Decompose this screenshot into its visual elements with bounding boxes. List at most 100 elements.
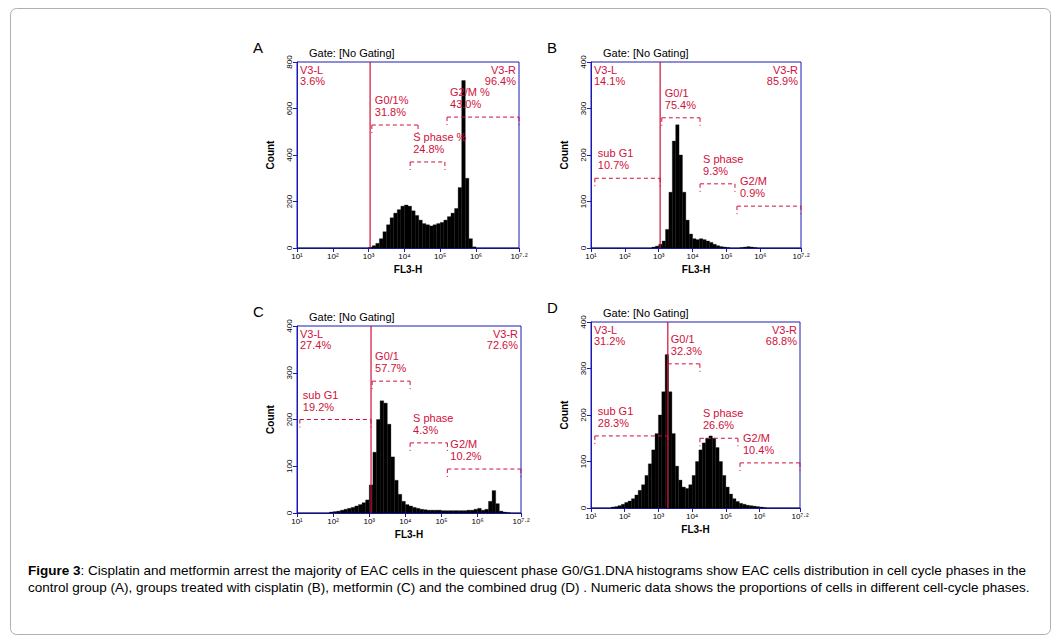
svg-text:14.1%: 14.1%	[594, 75, 625, 87]
svg-text:A: A	[253, 39, 263, 56]
svg-text:300: 300	[579, 361, 588, 375]
svg-text:Count: Count	[559, 140, 570, 170]
svg-text:0: 0	[579, 505, 588, 510]
svg-text:72.6%: 72.6%	[487, 339, 518, 351]
svg-text:D: D	[547, 299, 558, 316]
svg-text:10.4%: 10.4%	[743, 444, 774, 456]
svg-text:300: 300	[285, 366, 294, 380]
svg-text:400: 400	[285, 319, 294, 333]
svg-text:S phase: S phase	[413, 412, 453, 424]
svg-text:200: 200	[579, 148, 588, 162]
svg-text:G0/1%: G0/1%	[375, 94, 409, 106]
svg-text:Count: Count	[265, 140, 276, 170]
svg-text:0: 0	[285, 510, 294, 515]
svg-text:200: 200	[579, 408, 588, 422]
svg-text:Count: Count	[559, 400, 570, 430]
svg-text:S phase %: S phase %	[413, 131, 466, 143]
svg-text:G0/1: G0/1	[671, 333, 695, 345]
svg-text:200: 200	[285, 194, 294, 208]
svg-text:10²: 10²	[327, 252, 339, 261]
svg-text:10³: 10³	[653, 252, 665, 261]
svg-text:10⁵: 10⁵	[435, 517, 447, 526]
svg-text:10⁴: 10⁴	[686, 252, 699, 261]
svg-text:27.4%: 27.4%	[300, 339, 331, 351]
svg-text:10.2%: 10.2%	[450, 450, 481, 462]
svg-text:10³: 10³	[363, 517, 375, 526]
svg-text:10⁴: 10⁴	[399, 517, 412, 526]
svg-text:26.6%: 26.6%	[703, 419, 734, 431]
svg-text:10⁷·²: 10⁷·²	[512, 517, 529, 526]
svg-text:Gate: [No Gating]: Gate: [No Gating]	[603, 307, 689, 319]
svg-text:B: B	[547, 39, 557, 56]
svg-text:57.7%: 57.7%	[375, 362, 406, 374]
svg-text:G2/M: G2/M	[450, 438, 477, 450]
svg-text:100: 100	[579, 454, 588, 468]
svg-text:200: 200	[285, 412, 294, 426]
svg-text:10⁶: 10⁶	[470, 252, 482, 261]
svg-text:10⁴: 10⁴	[686, 512, 699, 521]
svg-text:sub G1: sub G1	[598, 147, 633, 159]
svg-text:75.4%: 75.4%	[665, 99, 696, 111]
svg-text:10⁵: 10⁵	[720, 252, 732, 261]
svg-text:100: 100	[579, 194, 588, 208]
svg-text:10⁵: 10⁵	[720, 512, 732, 521]
svg-text:S phase: S phase	[703, 407, 743, 419]
svg-text:0: 0	[579, 245, 588, 250]
svg-text:800: 800	[285, 55, 294, 69]
svg-text:10⁷·²: 10⁷·²	[791, 512, 808, 521]
svg-text:Gate: [No Gating]: Gate: [No Gating]	[309, 47, 395, 59]
svg-text:68.8%: 68.8%	[766, 335, 797, 347]
svg-text:19.2%: 19.2%	[303, 401, 334, 413]
svg-text:Count: Count	[265, 404, 276, 434]
svg-text:10¹: 10¹	[585, 252, 597, 261]
svg-text:G2/M %: G2/M %	[450, 86, 490, 98]
svg-text:400: 400	[579, 55, 588, 69]
svg-text:FL3-H: FL3-H	[682, 264, 710, 275]
svg-text:S phase: S phase	[703, 153, 743, 165]
svg-text:10²: 10²	[619, 512, 631, 521]
svg-text:10¹: 10¹	[585, 512, 597, 521]
svg-text:400: 400	[579, 315, 588, 329]
svg-text:10¹: 10¹	[291, 252, 303, 261]
svg-text:Gate: [No Gating]: Gate: [No Gating]	[309, 311, 395, 323]
svg-text:31.8%: 31.8%	[375, 106, 406, 118]
svg-text:4.3%: 4.3%	[413, 424, 438, 436]
svg-text:C: C	[253, 303, 264, 320]
svg-text:10⁶: 10⁶	[472, 517, 484, 526]
svg-text:FL3-H: FL3-H	[681, 524, 709, 535]
svg-text:G2/M: G2/M	[740, 175, 767, 187]
svg-text:10²: 10²	[619, 252, 631, 261]
svg-text:G0/1: G0/1	[375, 350, 399, 362]
svg-text:10³: 10³	[653, 512, 665, 521]
svg-text:FL3-H: FL3-H	[395, 529, 423, 540]
svg-text:10⁴: 10⁴	[398, 252, 411, 261]
svg-text:85.9%: 85.9%	[767, 75, 798, 87]
svg-text:10⁵: 10⁵	[434, 252, 446, 261]
svg-text:G0/1: G0/1	[665, 87, 689, 99]
svg-text:28.3%: 28.3%	[598, 417, 629, 429]
svg-text:10¹: 10¹	[291, 517, 303, 526]
svg-text:G2/M: G2/M	[743, 432, 770, 444]
svg-text:10⁷·²: 10⁷·²	[792, 252, 809, 261]
svg-text:31.2%: 31.2%	[594, 335, 625, 347]
svg-text:0: 0	[285, 245, 294, 250]
svg-text:32.3%: 32.3%	[671, 345, 702, 357]
svg-text:10.7%: 10.7%	[598, 159, 629, 171]
svg-text:300: 300	[579, 101, 588, 115]
svg-text:400: 400	[285, 148, 294, 162]
svg-text:sub G1: sub G1	[598, 405, 633, 417]
svg-text:9.3%: 9.3%	[703, 165, 728, 177]
svg-text:100: 100	[285, 459, 294, 473]
svg-text:24.8%: 24.8%	[413, 143, 444, 155]
svg-text:600: 600	[285, 101, 294, 115]
svg-text:96.4%: 96.4%	[485, 75, 516, 87]
svg-text:0.9%: 0.9%	[740, 187, 765, 199]
svg-text:10⁷·²: 10⁷·²	[510, 252, 527, 261]
svg-text:sub G1: sub G1	[303, 389, 338, 401]
svg-text:10⁶: 10⁶	[754, 252, 766, 261]
svg-text:10⁶: 10⁶	[753, 512, 765, 521]
svg-text:Gate: [No Gating]: Gate: [No Gating]	[603, 47, 689, 59]
svg-text:10³: 10³	[363, 252, 375, 261]
svg-text:43.0%: 43.0%	[450, 98, 481, 110]
svg-text:FL3-H: FL3-H	[394, 264, 422, 275]
